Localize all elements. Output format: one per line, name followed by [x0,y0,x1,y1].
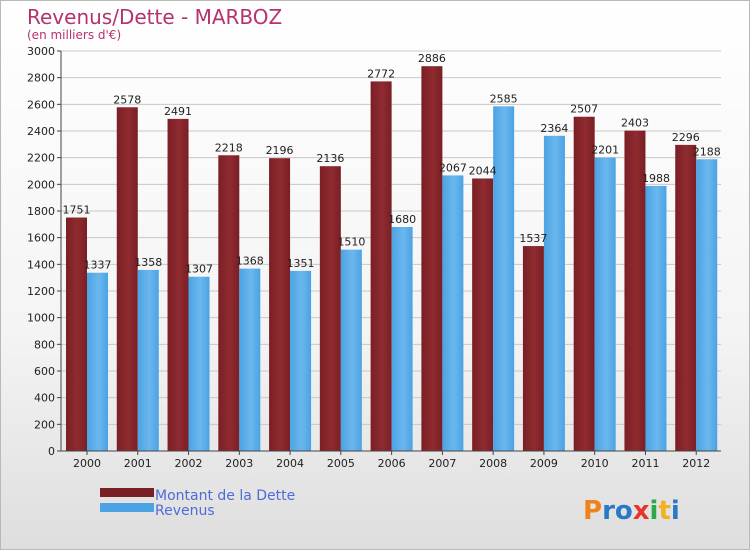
x-tick-label: 2010 [581,457,609,470]
bar-dette [269,158,291,451]
axes: 0 200 400 600 800 1000 1200 1400 1600 1800 2000 220… [27,45,721,470]
proxiti-logo-text: Proxiti [583,496,680,526]
bar-label-dette: 1751 [63,204,91,217]
y-tick-label: 2600 [27,98,55,111]
x-tick-label: 2011 [631,457,659,470]
y-tick-label: 1000 [27,312,55,325]
bar-label-revenus: 1337 [84,259,112,272]
proxiti-logo: Proxiti [583,496,680,526]
bar-dette [624,130,646,451]
x-tick-label: 2006 [378,457,406,470]
y-tick-label: 600 [34,365,55,378]
legend-label-revenus: Revenus [155,503,215,519]
bar-label-revenus: 1351 [287,257,315,270]
bar-label-dette: 2507 [570,103,598,116]
y-tick-label: 2000 [27,178,55,191]
y-tick-label: 800 [34,338,55,351]
bar-dette [522,246,544,451]
bar-value-labels: 1751 1337 2578 1358 2491 1307 2218 1368 2196 1351… [63,52,721,276]
x-tick-label: 2002 [175,457,203,470]
bar-dette [218,155,240,451]
y-tick-label: 0 [48,445,55,458]
chart-subtitle: (en milliers d'€) [27,28,121,42]
y-tick-label: 2400 [27,125,55,138]
bar-label-revenus: 1358 [134,256,162,269]
bar-label-revenus: 2067 [439,161,467,174]
bar-label-dette: 2196 [266,144,294,157]
bar-revenus [188,276,210,451]
y-tick-label: 1200 [27,285,55,298]
legend-label-dette: Montant de la Dette [155,488,295,504]
bar-label-dette: 2136 [316,152,344,165]
bar-label-dette: 1537 [519,232,547,245]
legend: Montant de la Dette Revenus [100,488,295,519]
bar-label-revenus: 2585 [490,92,518,105]
bar-label-dette: 2772 [367,67,395,80]
x-tick-label: 2012 [682,457,710,470]
bar-label-dette: 2296 [672,131,700,144]
x-tick-label: 2007 [428,457,456,470]
x-tick-label: 2003 [225,457,253,470]
bar-dette [421,66,443,451]
y-tick-label: 3000 [27,45,55,58]
bar-revenus [442,175,464,451]
bar-revenus [87,272,108,451]
y-tick-label: 200 [34,418,55,431]
x-tick-label: 2005 [327,457,355,470]
bar-label-revenus: 1510 [337,236,365,249]
bar-dette [472,178,494,451]
bar-revenus [645,185,667,451]
bar-dette [370,81,392,452]
y-tick-label: 1600 [27,232,55,245]
bar-revenus [239,268,261,451]
bar-revenus [594,157,616,452]
bar-label-revenus: 1988 [642,172,670,185]
bar-revenus [290,270,312,451]
bar-dette [66,217,87,451]
x-tick-label: 2009 [530,457,558,470]
legend-swatch-revenus [100,503,154,512]
bar-dette [167,118,189,451]
bar-dette [116,107,138,452]
x-tick-label: 2000 [73,457,101,470]
y-tick-label: 1800 [27,205,55,218]
x-tick-label: 2004 [276,457,304,470]
bar-dette [319,166,341,451]
bar-label-revenus: 2364 [540,122,568,135]
y-tick-label: 1400 [27,258,55,271]
x-tick-label: 2001 [124,457,152,470]
bar-label-dette: 2218 [215,141,243,154]
bar-label-revenus: 1680 [388,213,416,226]
y-tick-label: 400 [34,392,55,405]
bar-label-revenus: 1307 [185,263,213,276]
bar-label-dette: 2886 [418,52,446,65]
bar-dette [573,116,595,451]
bar-revenus [137,269,159,451]
bar-label-revenus: 2188 [693,145,721,158]
y-tick-label: 2200 [27,152,55,165]
bar-revenus [340,249,362,451]
bar-revenus [543,135,565,452]
bar-label-revenus: 1368 [236,255,264,268]
chart-title: Revenus/Dette - MARBOZ [27,5,282,29]
bar-revenus [493,106,515,451]
bar-revenus [696,159,718,451]
bars [66,66,718,452]
bar-revenus [391,227,413,451]
bar-label-dette: 2044 [469,164,497,177]
bar-label-dette: 2578 [113,93,141,106]
bar-label-dette: 2403 [621,117,649,130]
x-tick-label: 2008 [479,457,507,470]
legend-swatch-dette [100,488,154,497]
bar-dette [675,144,697,451]
bar-label-revenus: 2201 [591,144,619,157]
bar-label-dette: 2491 [164,105,192,118]
y-tick-label: 2800 [27,72,55,85]
